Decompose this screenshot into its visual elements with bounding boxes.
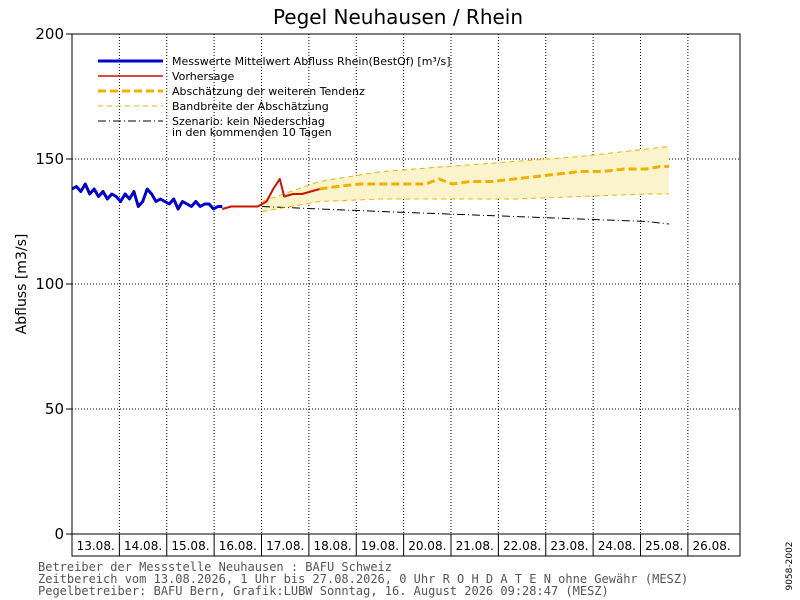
y-axis-ticks: 0 50 100 150 200 [35, 25, 72, 543]
y-axis-label: Abfluss [m3/s] [14, 234, 30, 335]
footer-source: Pegelbetreiber: BAFU Bern, Grafik:LUBW S… [38, 584, 609, 598]
x-tick-label: 17.08. [266, 539, 304, 553]
x-tick-label: 13.08. [77, 539, 115, 553]
x-tick-label: 14.08. [124, 539, 162, 553]
band-upper-line [261, 146, 669, 202]
band-fill [262, 146, 669, 212]
legend-label: Vorhersage [172, 70, 234, 83]
measured-line [71, 182, 223, 211]
x-axis-ticks: 13.08. 14.08. 15.08. 16.08. 17.08. 18.08. 19.0… [71, 534, 731, 556]
uncertainty-band [262, 146, 669, 212]
legend: Messwerte Mittelwert Abfluss Rhein(BestO… [98, 55, 451, 139]
legend-label: Messwerte Mittelwert Abfluss Rhein(BestO… [172, 55, 451, 68]
y-tick-label: 100 [35, 275, 64, 293]
x-tick-label: 15.08. [171, 539, 209, 553]
legend-label-line2: in den kommenden 10 Tagen [172, 126, 332, 139]
trend-line [319, 165, 669, 191]
y-tick-label: 200 [35, 25, 64, 43]
legend-label: Szenario: kein Niederschlag [172, 115, 325, 128]
x-tick-label: 24.08. [598, 539, 636, 553]
legend-label: Abschätzung der weiteren Tendenz [172, 85, 365, 98]
chart-title: Pegel Neuhausen / Rhein [273, 5, 523, 29]
grid-lines [72, 34, 740, 534]
y-tick-label: 150 [35, 150, 64, 168]
x-tick-label: 18.08. [313, 539, 351, 553]
x-tick-label: 20.08. [408, 539, 446, 553]
band-lower-line [262, 193, 669, 212]
legend-label: Bandbreite der Abschätzung [172, 100, 329, 113]
x-tick-label: 23.08. [550, 539, 588, 553]
x-tick-label: 19.08. [361, 539, 399, 553]
x-tick-label: 22.08. [503, 539, 541, 553]
y-tick-label: 50 [45, 400, 64, 418]
x-tick-label: 16.08. [219, 539, 257, 553]
footer-operator: Betreiber der Messstelle Neuhausen : BAF… [38, 560, 392, 574]
series-lines [71, 146, 669, 225]
x-tick-label: 26.08. [692, 539, 730, 553]
footer-timerange: Zeitbereich vom 13.08.2026, 1 Uhr bis 27… [38, 572, 688, 586]
forecast-line [222, 178, 320, 210]
y-tick-label: 0 [54, 525, 64, 543]
x-tick-label: 21.08. [456, 539, 494, 553]
no-rain-scenario-line [262, 206, 669, 225]
side-code: 9058-2002 [785, 541, 795, 590]
x-tick-label: 25.08. [645, 539, 683, 553]
